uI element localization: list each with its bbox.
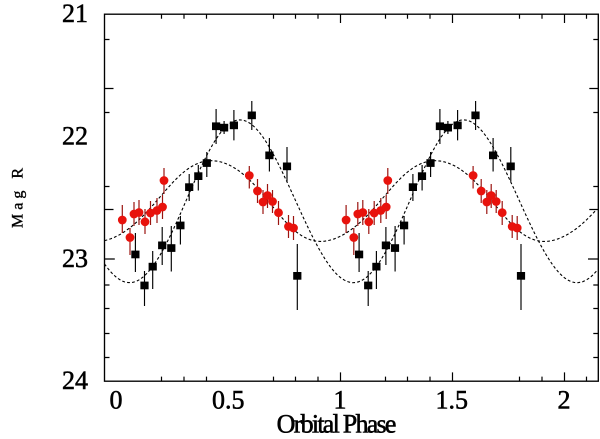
svg-text:1.5: 1.5 (436, 386, 469, 415)
svg-text:Orbital Phase: Orbital Phase (277, 410, 396, 439)
svg-text:23: 23 (62, 244, 88, 273)
svg-text:2: 2 (558, 386, 571, 415)
svg-text:21: 21 (62, 0, 88, 28)
svg-text:1: 1 (334, 386, 347, 415)
svg-text:24: 24 (62, 366, 88, 395)
svg-text:0.5: 0.5 (212, 386, 245, 415)
svg-text:Mag R: Mag R (10, 164, 27, 228)
svg-text:22: 22 (62, 121, 88, 150)
svg-text:0: 0 (110, 386, 123, 415)
